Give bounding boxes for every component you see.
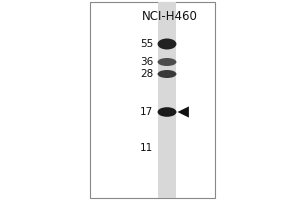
- Polygon shape: [178, 106, 189, 118]
- Ellipse shape: [158, 58, 176, 66]
- Bar: [158, 2, 176, 198]
- Text: NCI-H460: NCI-H460: [142, 10, 198, 23]
- Text: 28: 28: [140, 69, 154, 79]
- Ellipse shape: [158, 107, 176, 117]
- Ellipse shape: [158, 38, 176, 49]
- Bar: [90, 2, 215, 198]
- Text: 55: 55: [140, 39, 154, 49]
- Text: 17: 17: [140, 107, 154, 117]
- Text: 36: 36: [140, 57, 154, 67]
- Text: 11: 11: [140, 143, 154, 153]
- Ellipse shape: [158, 70, 176, 78]
